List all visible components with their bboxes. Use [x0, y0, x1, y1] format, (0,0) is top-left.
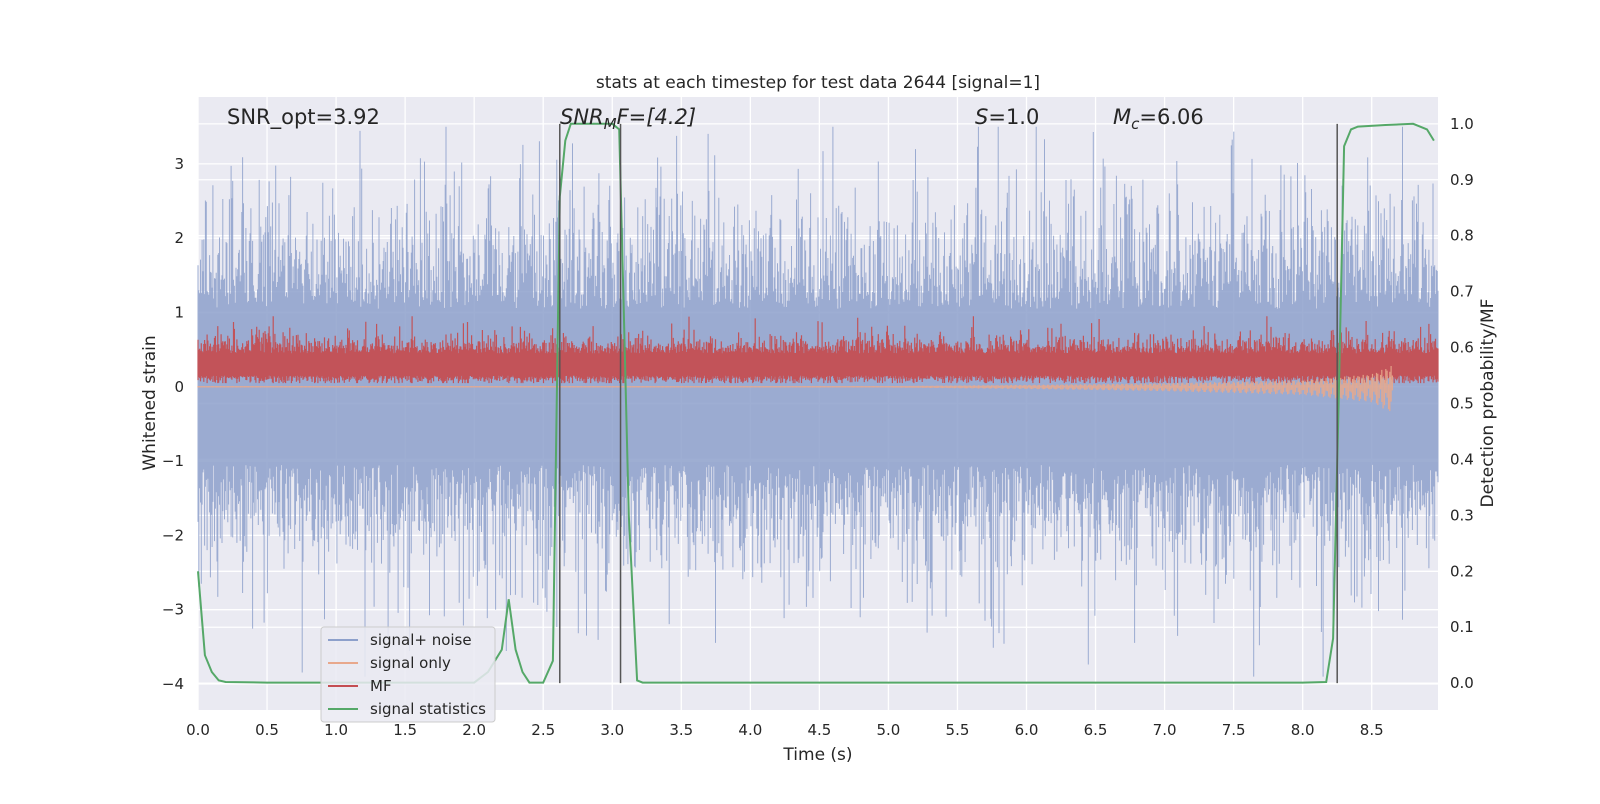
y2-tick-label: 0.6 — [1450, 339, 1474, 357]
y2-tick-label: 0.5 — [1450, 395, 1474, 413]
chart-title: stats at each timestep for test data 264… — [596, 73, 1040, 93]
x-tick-label: 7.0 — [1153, 721, 1177, 739]
x-tick-label: 5.5 — [946, 721, 970, 739]
y2-ticks: 1.0 0.9 0.8 0.7 0.6 0.5 0.4 0.3 0.2 0.1 0.0 — [1450, 115, 1474, 692]
y2-tick-label: 0.3 — [1450, 506, 1474, 524]
x-tick-label: 6.5 — [1084, 721, 1108, 739]
x-tick-label: 1.0 — [324, 721, 348, 739]
signal-only-line — [197, 366, 1393, 412]
x-tick-label: 8.0 — [1291, 721, 1315, 739]
x-ticks: 0.0 0.5 1.0 1.5 2.0 2.5 3.0 3.5 4.0 4.5 5.0 5.5 6.0 6… — [186, 721, 1384, 739]
legend-label-mf: MF — [370, 677, 392, 695]
y2-tick-label: 0.7 — [1450, 283, 1474, 301]
legend-label-signal-noise: signal+ noise — [370, 631, 472, 649]
y-tick-label: 3 — [174, 155, 184, 173]
x-tick-label: 3.0 — [600, 721, 624, 739]
y2-tick-label: 1.0 — [1450, 115, 1474, 133]
x-tick-label: 0.5 — [255, 721, 279, 739]
signal-only-trace — [197, 366, 1393, 412]
x-tick-label: 6.0 — [1015, 721, 1039, 739]
y-ticks: 3 2 1 0 −1 −2 −3 −4 — [162, 155, 184, 693]
legend-label-signal-only: signal only — [370, 654, 451, 672]
mf-trace — [197, 316, 1439, 384]
y-axis-label: Whitened strain — [140, 335, 160, 470]
annotation-snr-opt: SNR_opt=3.92 — [227, 105, 380, 130]
y2-tick-label: 0.2 — [1450, 562, 1474, 580]
y-tick-label: 0 — [174, 378, 184, 396]
vertical-markers — [559, 123, 1338, 684]
y2-axis-label: Detection probability/MF — [1478, 299, 1498, 508]
y-tick-label: −2 — [162, 526, 184, 544]
y-tick-label: 2 — [174, 229, 184, 247]
y-tick-label: −1 — [162, 452, 184, 470]
x-tick-label: 4.0 — [738, 721, 762, 739]
y2-tick-label: 0.8 — [1450, 227, 1474, 245]
x-tick-label: 0.0 — [186, 721, 210, 739]
y2-tick-label: 0.9 — [1450, 171, 1474, 189]
x-tick-label: 2.5 — [531, 721, 555, 739]
x-tick-label: 5.0 — [876, 721, 900, 739]
x-tick-label: 1.5 — [393, 721, 417, 739]
x-tick-label: 8.5 — [1360, 721, 1384, 739]
x-tick-label: 4.5 — [807, 721, 831, 739]
y-tick-label: −3 — [162, 601, 184, 619]
legend: signal+ noise signal only MF signal stat… — [320, 626, 496, 723]
annotation-mc: Mc=6.06 — [1113, 105, 1204, 133]
y2-tick-label: 0.4 — [1450, 450, 1474, 468]
y2-tick-label: 0.0 — [1450, 674, 1474, 692]
annotation-snr-mf: SNRMF=[4.2] — [560, 105, 696, 133]
x-tick-label: 2.0 — [462, 721, 486, 739]
legend-box — [320, 626, 496, 723]
x-axis-label: Time (s) — [782, 745, 852, 765]
x-tick-label: 7.5 — [1222, 721, 1246, 739]
y-tick-label: −4 — [162, 675, 184, 693]
legend-label-signal-statistics: signal statistics — [370, 700, 486, 718]
y2-tick-label: 0.1 — [1450, 618, 1474, 636]
annotation-s: S=1.0 — [975, 105, 1039, 129]
mf-band — [197, 316, 1439, 384]
y-tick-label: 1 — [174, 303, 184, 321]
x-tick-label: 3.5 — [669, 721, 693, 739]
